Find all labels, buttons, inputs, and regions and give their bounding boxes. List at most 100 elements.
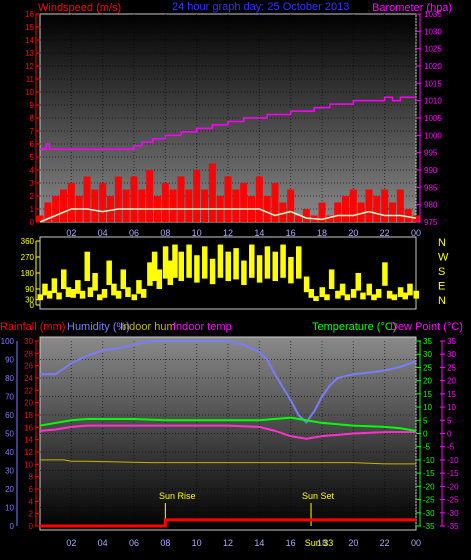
windspeed-tick-label: 7 — [30, 127, 35, 136]
barometer-label: Barometer (hpa) — [372, 2, 452, 14]
humidity-tick-label: 80 — [5, 374, 14, 383]
wind-direction-mark — [151, 251, 158, 281]
wind-gust-bar — [255, 176, 263, 222]
dewpoint-tick-label: 10 — [447, 403, 456, 412]
wind-gust-bar — [396, 189, 404, 222]
windspeed-tick-label: 14 — [25, 36, 34, 45]
compass-label: E — [438, 281, 445, 293]
wind-gust-bar — [130, 176, 138, 222]
indoor-hum-label: Indoor hum — [120, 321, 176, 333]
wind-gust-bar — [169, 189, 177, 222]
wind-direction-mark — [386, 290, 393, 299]
wind-gust-bar — [232, 189, 240, 222]
x-tick-label: 22 — [380, 538, 390, 548]
windspeed-tick-label: 10 — [25, 88, 34, 97]
temperature-tick-label: 10 — [423, 403, 432, 412]
wind-direction-mark — [186, 244, 192, 278]
wind-direction-mark — [51, 278, 58, 293]
temperature-label: Temperature (°C) — [312, 321, 396, 333]
humidity-tick-label: 100 — [1, 337, 15, 346]
wind-direction-mark — [256, 255, 263, 283]
x-tick-label: 16 — [286, 228, 296, 238]
barometer-tick-label: 980 — [424, 201, 438, 210]
temperature-tick-label: -5 — [423, 443, 431, 452]
x-tick-label: 06 — [129, 228, 139, 238]
temperature-tick-label: 30 — [423, 350, 432, 359]
x-tick-label: 08 — [160, 538, 170, 548]
x-tick-label: 10 — [192, 538, 202, 548]
humidity-tick-label: 30 — [5, 467, 14, 476]
direction-tick-label: 30 — [25, 296, 34, 305]
humidity-label: Humidity (%) — [67, 321, 130, 333]
temperature-tick-label: -25 — [423, 496, 435, 505]
sunrise-label: Sun Rise — [159, 491, 196, 501]
wind-direction-mark — [375, 289, 382, 298]
x-tick-label: 08 — [160, 228, 170, 238]
humidity-tick-label: 10 — [5, 504, 14, 513]
windspeed-tick-label: 16 — [25, 10, 34, 19]
wind-direction-mark — [162, 246, 169, 279]
temperature-tick-label: 15 — [423, 390, 432, 399]
humidity-tick-label: 40 — [5, 448, 14, 457]
wind-gust-bar — [185, 189, 193, 222]
humidity-tick-label: 70 — [5, 393, 14, 402]
windspeed-tick-label: 0 — [30, 218, 35, 227]
wind-direction-mark — [87, 287, 94, 297]
wind-gust-bar — [161, 183, 169, 222]
wind-gust-bar — [146, 170, 154, 222]
wind-gust-bar — [240, 183, 248, 222]
rain-tick-label: 20 — [24, 399, 33, 408]
wind-direction-mark — [241, 260, 247, 285]
wind-direction-mark — [288, 257, 294, 284]
windspeed-tick-label: 8 — [30, 114, 35, 123]
rain-tick-label: 6 — [29, 485, 34, 494]
windspeed-tick-label: 9 — [30, 101, 35, 110]
wind-direction-mark — [360, 292, 366, 300]
wind-gust-bar — [201, 189, 208, 222]
wind-direction-mark — [178, 251, 184, 281]
wind-direction-mark — [106, 260, 112, 285]
dewpoint-tick-label: -15 — [447, 469, 459, 478]
temperature-tick-label: 5 — [423, 416, 428, 425]
temperature-tick-label: -10 — [423, 456, 435, 465]
dewpoint-tick-label: 5 — [447, 416, 452, 425]
rain-tick-label: 14 — [24, 436, 33, 445]
humidity-tick-label: 90 — [5, 356, 14, 365]
wind-gust-bar — [208, 163, 216, 222]
wind-gust-bar — [193, 170, 201, 222]
wind-gust-bar — [349, 189, 357, 222]
humidity-tick-label: 50 — [5, 430, 14, 439]
wind-gust-bar — [224, 176, 232, 222]
wind-gust-bar — [342, 196, 349, 222]
wind-direction-mark — [84, 251, 90, 281]
wind-direction-mark — [272, 251, 278, 281]
dewpoint-tick-label: -20 — [447, 482, 459, 491]
temperature-line — [39, 416, 417, 432]
barometer-tick-label: 1005 — [424, 114, 442, 123]
temperature-tick-label: 0 — [423, 430, 428, 439]
barometer-tick-label: 1000 — [424, 131, 442, 140]
dewpoint-tick-label: 20 — [447, 377, 456, 386]
barometer-tick-label: 990 — [424, 166, 438, 175]
wind-gust-bar — [381, 189, 389, 222]
temp-hum-axes: 0102030405060708090100024681012141618202… — [1, 337, 459, 531]
wind-direction-mark — [65, 287, 72, 297]
dewpoint-tick-label: -35 — [447, 522, 459, 531]
wind-direction-mark — [42, 283, 48, 296]
sunset-time-label: Sun 33 — [305, 538, 334, 548]
windspeed-tick-label: 13 — [25, 49, 34, 58]
wind-gust-bar — [389, 202, 396, 222]
rain-tick-label: 16 — [24, 423, 33, 432]
wind-direction-mark — [56, 292, 62, 300]
wind-direction-mark — [328, 269, 335, 289]
wind-direction-mark — [355, 273, 362, 291]
wind-direction-mark — [233, 248, 239, 280]
temp-hum-series — [39, 340, 417, 528]
wind-direction-mark — [156, 269, 163, 289]
wind-direction-mark — [217, 244, 224, 278]
dewpoint-tick-label: 25 — [447, 363, 456, 372]
x-tick-label: 02 — [66, 538, 76, 548]
rain-tick-label: 12 — [24, 448, 33, 457]
wind-gust-bar — [138, 189, 146, 222]
